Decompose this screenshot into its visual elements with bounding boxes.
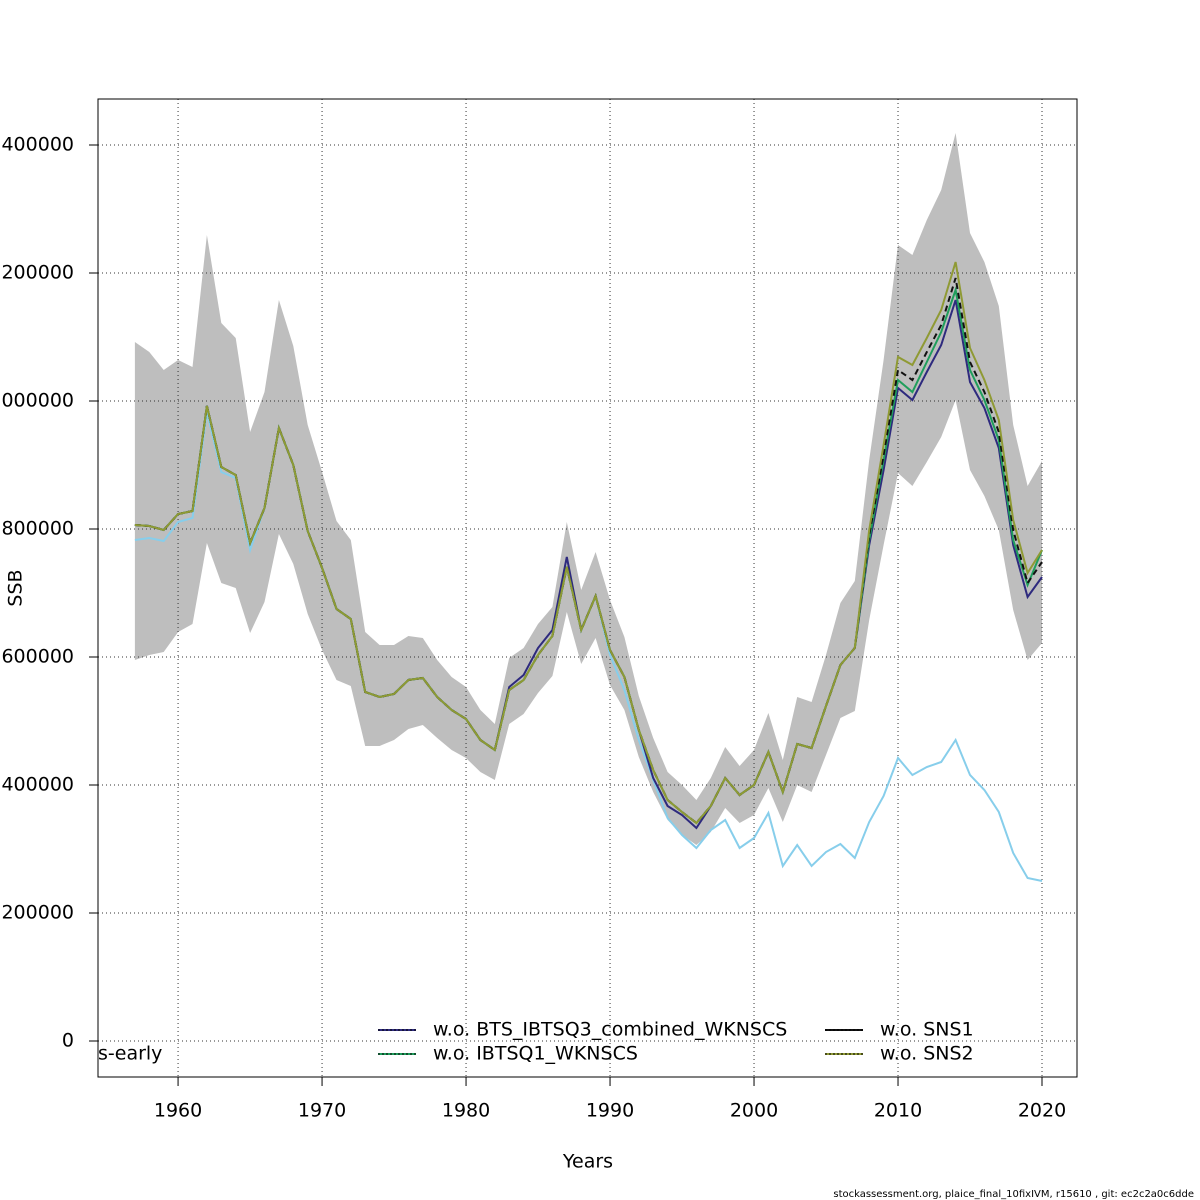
legend-label: w.o. SNS1 xyxy=(880,1019,974,1041)
y-tick-label: 0 xyxy=(62,1030,74,1052)
x-axis-label: Years xyxy=(562,1151,613,1173)
plot-frame xyxy=(97,98,1078,1078)
x-tick-label: 2020 xyxy=(1018,1100,1066,1122)
y-tick-label: 600000 xyxy=(1,646,74,668)
x-tick-label: 2000 xyxy=(730,1100,778,1122)
x-tick-label: 1990 xyxy=(586,1100,634,1122)
footer: stockassessment.org, plaice_final_10fixI… xyxy=(833,1189,1194,1200)
legend-label: w.o. IBTSQ1_WKNSCS xyxy=(433,1043,638,1065)
y-tick-label: 1000000 xyxy=(0,390,74,412)
annotation: s-early xyxy=(98,1043,162,1065)
y-tick-label: 200000 xyxy=(1,902,74,924)
x-tick-label: 1960 xyxy=(154,1100,202,1122)
legend-label: w.o. SNS2 xyxy=(880,1043,974,1065)
confidence-band xyxy=(134,133,1042,845)
legend-label: w.o. BTS_IBTSQ3_combined_WKNSCS xyxy=(433,1019,787,1041)
x-tick-label: 1980 xyxy=(442,1100,490,1122)
y-tick-label: 1400000 xyxy=(0,134,74,156)
y-tick-label: 1200000 xyxy=(0,262,74,284)
y-axis-label: SSB xyxy=(5,569,27,606)
x-tick-label: 1970 xyxy=(298,1100,346,1122)
series-line xyxy=(134,261,1043,825)
y-tick-label: 800000 xyxy=(1,518,74,540)
y-tick-label: 400000 xyxy=(1,774,74,796)
x-tick-label: 2010 xyxy=(874,1100,922,1122)
